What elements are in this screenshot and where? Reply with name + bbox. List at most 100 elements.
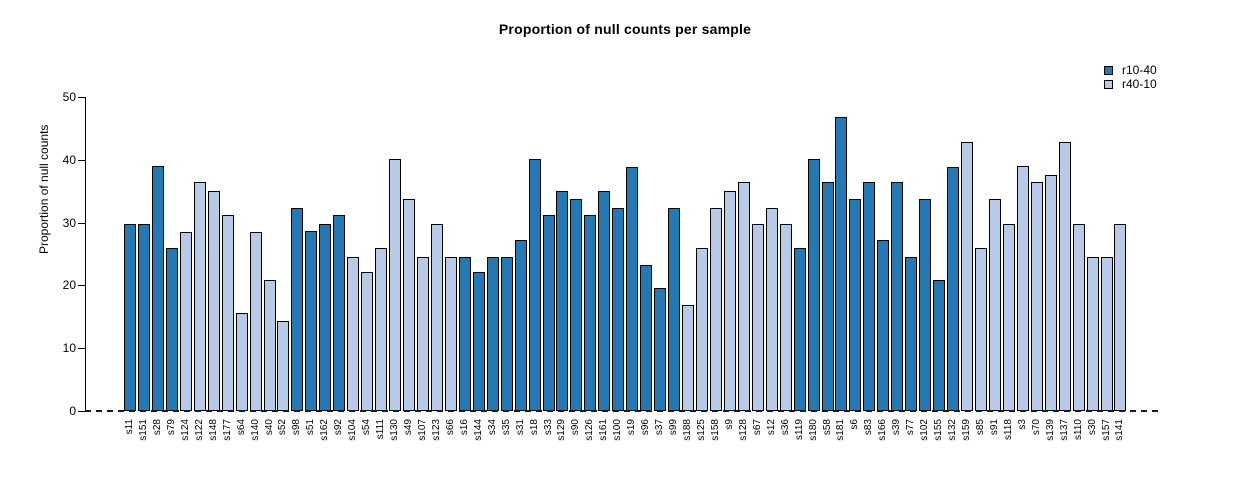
x-tick-label: s111 (375, 419, 386, 440)
bar-s19 (626, 167, 638, 411)
bar-s51 (305, 231, 317, 411)
bar-s90 (570, 199, 582, 411)
x-tick-label: s159 (961, 419, 972, 441)
bar-s91 (989, 199, 1001, 411)
bar-s144 (473, 272, 485, 411)
x-tick-label: s91 (989, 419, 1000, 436)
x-tick-label: s79 (166, 419, 177, 436)
legend-swatch-icon (1104, 79, 1113, 89)
x-tick-label: s123 (431, 419, 442, 441)
bar-s66 (445, 257, 457, 411)
x-tick-label: s129 (556, 419, 567, 441)
bar-s137 (1059, 142, 1071, 411)
bar-s100 (612, 208, 624, 411)
x-tick-label: s104 (347, 419, 358, 441)
bar-s141 (1114, 224, 1126, 411)
x-tick-label: s118 (1003, 419, 1014, 440)
legend-item: r10-40 (1104, 63, 1157, 77)
bar-s104 (347, 257, 359, 411)
bar-s79 (166, 248, 178, 411)
x-tick-label: s148 (208, 419, 219, 441)
y-tick-label: 20 (62, 278, 76, 292)
x-tick-label: s52 (277, 419, 288, 436)
bar-s188 (682, 305, 694, 411)
x-tick-label: s119 (794, 419, 805, 440)
bar-s3 (1017, 166, 1029, 411)
bar-s110 (1073, 224, 1085, 411)
bar-s18 (529, 159, 541, 411)
bar-s33 (543, 215, 555, 411)
x-tick-label: s6 (849, 419, 860, 430)
x-tick-label: s139 (1045, 419, 1056, 441)
x-tick-label: s19 (626, 419, 637, 436)
y-tick-label: 10 (62, 341, 76, 355)
x-tick-label: s122 (194, 419, 205, 441)
bar-s28 (152, 166, 164, 411)
x-tick-label: s3 (1017, 419, 1028, 430)
bar-s37 (654, 288, 666, 411)
x-tick-label: s31 (515, 419, 526, 436)
y-tick-mark (78, 285, 85, 286)
x-tick-label: s36 (780, 419, 791, 436)
x-tick-label: s16 (459, 419, 470, 436)
zero-baseline (85, 410, 1163, 412)
x-tick-label: s162 (319, 419, 330, 441)
bar-s148 (208, 191, 220, 411)
x-tick-label: s157 (1101, 419, 1112, 441)
x-tick-label: s128 (738, 419, 749, 441)
bar-s180 (808, 159, 820, 411)
bar-s35 (501, 257, 513, 411)
y-tick-mark (78, 223, 85, 224)
bar-s36 (780, 224, 792, 411)
x-tick-label: s30 (1087, 419, 1098, 436)
bar-s119 (794, 248, 806, 411)
bar-s177 (222, 215, 234, 411)
bar-s111 (375, 248, 387, 411)
y-tick-label: 0 (69, 404, 76, 418)
bar-s83 (863, 182, 875, 411)
bar-s67 (752, 224, 764, 411)
chart-title: Proportion of null counts per sample (498, 21, 752, 37)
x-tick-label: s34 (487, 419, 498, 436)
bar-s52 (277, 321, 289, 411)
y-tick-label: 30 (62, 216, 76, 230)
legend-label: r10-40 (1122, 63, 1157, 77)
x-tick-label: s180 (808, 419, 819, 441)
x-tick-label: s130 (389, 419, 400, 441)
x-tick-label: s54 (361, 419, 372, 436)
x-tick-label: s161 (598, 419, 609, 441)
bar-s159 (961, 142, 973, 411)
x-tick-label: s9 (724, 419, 735, 430)
bar-s98 (291, 208, 303, 411)
bar-s34 (487, 257, 499, 411)
x-tick-label: s12 (766, 419, 777, 436)
bar-s118 (1003, 224, 1015, 411)
x-tick-label: s64 (236, 419, 247, 436)
legend-item: r40-10 (1104, 77, 1157, 91)
bar-s70 (1031, 182, 1043, 411)
x-tick-label: s77 (905, 419, 916, 436)
x-tick-label: s28 (152, 419, 163, 436)
x-tick-label: s102 (919, 419, 930, 441)
bar-s155 (933, 280, 945, 411)
x-tick-label: s107 (417, 419, 428, 441)
x-tick-label: s11 (124, 419, 135, 435)
x-tick-label: s166 (877, 419, 888, 441)
x-tick-label: s99 (668, 419, 679, 436)
bar-s54 (361, 272, 373, 411)
x-tick-label: s158 (710, 419, 721, 441)
x-tick-label: s85 (975, 419, 986, 436)
x-tick-label: s66 (445, 419, 456, 436)
x-tick-label: s100 (612, 419, 623, 441)
bar-s64 (236, 313, 248, 411)
bar-s130 (389, 159, 401, 411)
bar-s123 (431, 224, 443, 411)
x-tick-label: s98 (291, 419, 302, 436)
x-tick-label: s177 (222, 419, 233, 441)
bar-s9 (724, 191, 736, 411)
x-tick-label: s33 (543, 419, 554, 436)
bar-s77 (905, 257, 917, 411)
bar-s126 (584, 215, 596, 411)
y-tick-label: 40 (62, 153, 76, 167)
x-tick-label: s144 (473, 419, 484, 441)
